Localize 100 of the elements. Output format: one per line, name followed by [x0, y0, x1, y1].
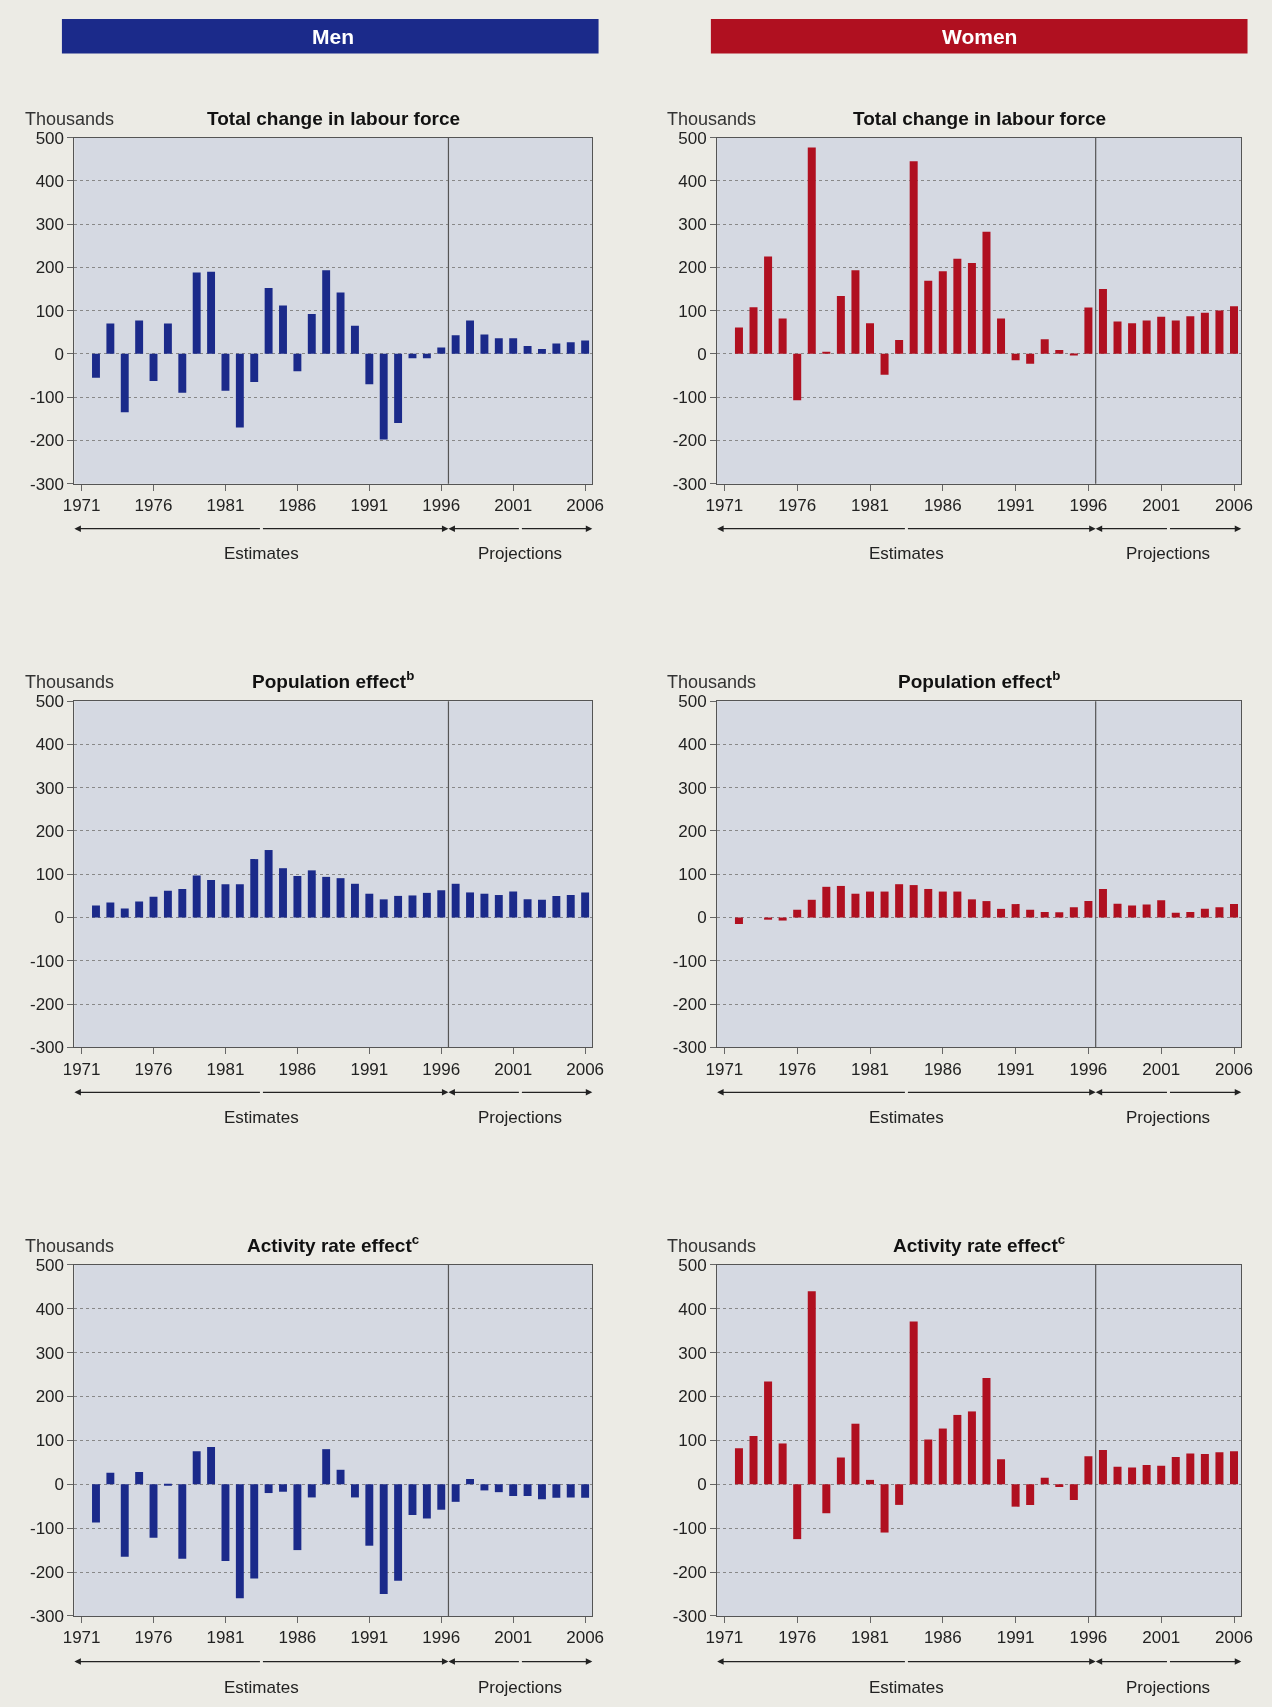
bar	[92, 905, 100, 918]
bar	[106, 323, 115, 354]
x-tick-label: 1971	[62, 1628, 101, 1648]
y-tick-label: -300	[29, 1606, 64, 1626]
bar	[836, 1457, 845, 1485]
x-tick-label: 1996	[1069, 496, 1108, 516]
x-tick-label: 1996	[422, 1628, 461, 1648]
bar	[938, 1428, 947, 1485]
y-axis-title: Thousands	[667, 1236, 757, 1256]
bar	[538, 349, 546, 354]
bar	[778, 917, 787, 921]
bar	[1098, 888, 1107, 918]
bar	[250, 859, 259, 918]
bar	[408, 895, 417, 918]
y-tick-label: -200	[672, 1562, 707, 1582]
bar	[822, 351, 831, 354]
bar	[1084, 307, 1093, 354]
x-tick-label: 1991	[996, 1059, 1035, 1079]
y-tick-label: 500	[35, 128, 64, 148]
y-tick-label: 300	[678, 1343, 707, 1363]
y-tick-label: -200	[672, 431, 707, 451]
bar	[1142, 904, 1151, 918]
y-tick-label: -100	[29, 1519, 64, 1539]
bar	[566, 895, 575, 918]
bar	[1128, 905, 1137, 918]
bar	[1055, 1484, 1064, 1487]
x-tick-label: 1981	[851, 1059, 889, 1079]
y-tick-label: 200	[678, 258, 707, 278]
y-tick-label: 200	[35, 1387, 64, 1407]
bar	[379, 1484, 388, 1594]
bar	[1026, 909, 1035, 918]
bar	[836, 295, 845, 354]
bar	[394, 353, 403, 424]
bar	[494, 895, 503, 918]
text: Estimates	[869, 1678, 944, 1697]
bar	[106, 1472, 115, 1485]
y-tick-label: -100	[672, 951, 707, 971]
y-tick-label: 300	[35, 215, 64, 235]
bar	[322, 876, 331, 918]
bar	[120, 908, 129, 918]
y-tick-label: 400	[678, 735, 707, 755]
bar	[451, 335, 460, 354]
bar	[178, 888, 187, 918]
y-tick-label: 0	[54, 1475, 64, 1495]
bar	[480, 334, 489, 354]
bar	[734, 1448, 743, 1485]
bar	[953, 1414, 962, 1485]
x-tick-label: 2001	[1142, 496, 1181, 516]
bar	[822, 1484, 831, 1514]
bar	[451, 883, 460, 918]
bar	[207, 1446, 216, 1485]
bar	[523, 1484, 532, 1497]
x-tick-label: 1976	[134, 1059, 173, 1079]
bar	[778, 318, 787, 354]
bar	[365, 893, 374, 918]
bar	[807, 147, 816, 354]
bar	[1040, 1477, 1049, 1485]
bar	[264, 850, 273, 918]
bar	[1200, 312, 1209, 354]
bar	[365, 1484, 374, 1546]
bar	[422, 1484, 431, 1519]
y-tick-label: -200	[29, 995, 64, 1014]
bar	[192, 272, 201, 354]
bar	[895, 340, 904, 354]
text: Projections	[478, 1108, 563, 1127]
bar	[1084, 1456, 1093, 1485]
bar	[293, 1484, 302, 1551]
bar	[734, 917, 743, 925]
y-tick-label: -100	[29, 951, 64, 971]
bar	[279, 1484, 287, 1492]
text: Projections	[478, 1678, 563, 1697]
bar	[92, 353, 100, 378]
bar	[437, 347, 446, 354]
text: Projections	[1126, 1678, 1211, 1697]
x-tick-label: 1976	[778, 496, 817, 516]
x-tick-label: 1981	[206, 1059, 245, 1079]
x-tick-label: 1996	[1069, 1628, 1108, 1648]
x-tick-label: 1971	[62, 1059, 101, 1079]
bar	[264, 1484, 273, 1494]
y-tick-label: 400	[35, 1299, 64, 1319]
bar	[494, 1484, 503, 1493]
bar	[322, 270, 331, 354]
text: Projections	[478, 544, 563, 563]
bar	[1230, 1451, 1238, 1485]
bar	[365, 353, 374, 385]
bar	[764, 1381, 773, 1485]
bar	[851, 1423, 860, 1485]
y-axis-title: Thousands	[667, 109, 757, 129]
bar	[997, 1459, 1006, 1485]
bar	[938, 271, 947, 354]
bar	[566, 342, 575, 354]
y-tick-label: 200	[678, 821, 707, 841]
bar	[192, 875, 201, 918]
bar	[221, 884, 230, 918]
bar	[1128, 323, 1137, 354]
y-axis-title: Thousands	[25, 1236, 115, 1256]
y-tick-label: -200	[29, 1562, 64, 1582]
y-axis-title: Thousands	[25, 672, 115, 692]
chart-title: Total change in labour force	[207, 108, 461, 129]
bar	[509, 1484, 518, 1497]
